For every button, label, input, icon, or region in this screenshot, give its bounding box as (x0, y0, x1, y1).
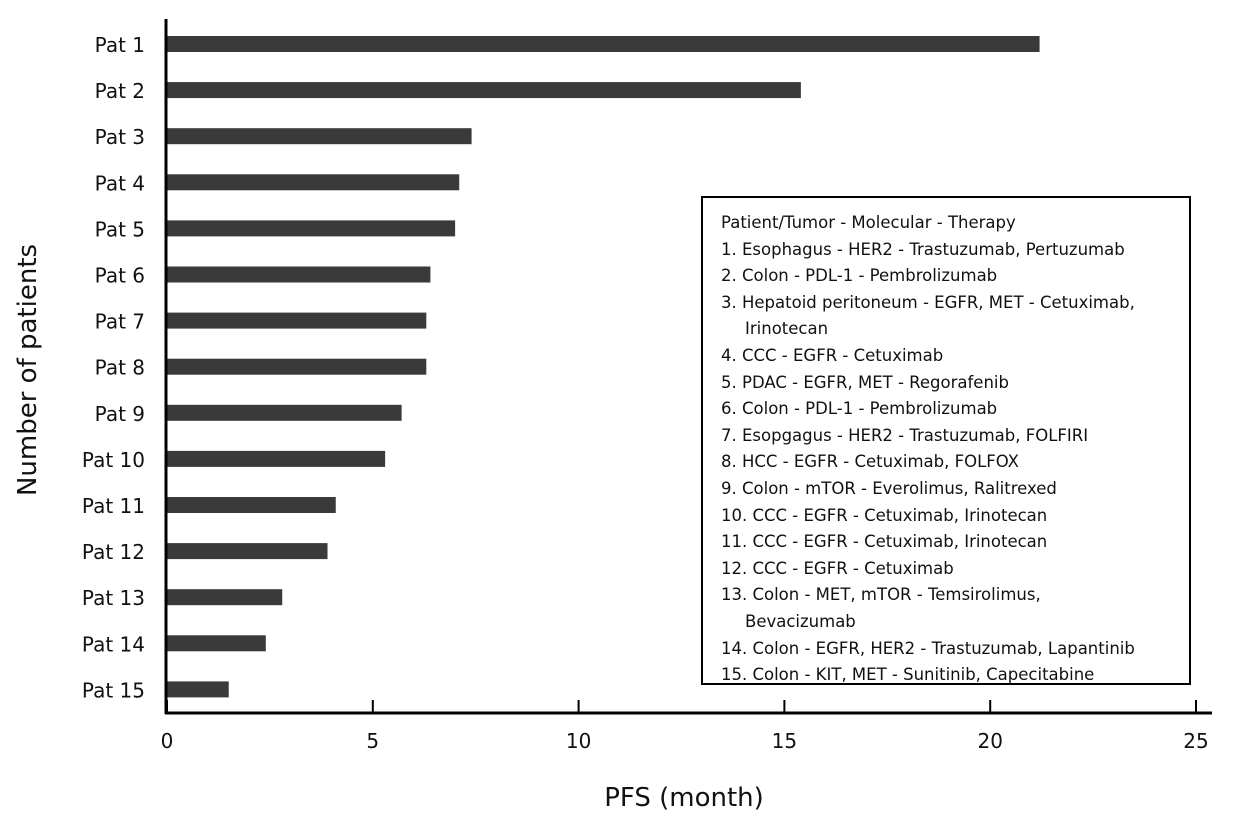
y-tick-label: Pat 1 (95, 33, 145, 57)
bar-pat-12 (167, 543, 328, 560)
legend-line: 2. Colon - PDL-1 - Pembrolizumab (721, 266, 998, 286)
x-tick-label: 25 (1183, 729, 1208, 753)
legend-line: Irinotecan (745, 319, 829, 339)
legend-line: 4. CCC - EGFR - Cetuximab (721, 345, 944, 365)
y-tick-labels: Pat 1 Pat 2 Pat 3 Pat 4 Pat 5 Pat 6 Pat 7 Pat 8… (82, 33, 145, 702)
y-tick-label: Pat 7 (95, 310, 145, 334)
bars-group (167, 36, 1040, 698)
bar-pat-11 (167, 497, 336, 513)
bar-pat-5 (167, 220, 456, 237)
bar-pat-7 (167, 312, 427, 329)
x-tick-label: 0 (161, 729, 174, 753)
x-tick-label: 10 (566, 729, 591, 753)
y-tick-label: Pat 11 (82, 494, 145, 518)
legend-line: 5. PDAC - EGFR, MET - Regorafenib (721, 372, 1009, 392)
y-tick-label: Pat 9 (95, 402, 145, 426)
legend-line: 1. Esophagus - HER2 - Trastuzumab, Pertu… (721, 239, 1125, 259)
bar-pat-3 (167, 128, 472, 145)
bar-pat-10 (167, 450, 386, 467)
y-tick-label: Pat 4 (95, 171, 145, 195)
x-tick-label: 15 (772, 729, 797, 753)
legend-line: 10. CCC - EGFR - Cetuximab, Irinotecan (721, 505, 1048, 525)
y-tick-label: Pat 5 (95, 217, 145, 241)
x-axis-title: PFS (month) (604, 783, 764, 813)
bar-pat-14 (167, 635, 266, 652)
legend-line: 11. CCC - EGFR - Cetuximab, Irinotecan (721, 532, 1048, 552)
bar-pat-2 (167, 82, 801, 99)
legend-line: 8. HCC - EGFR - Cetuximab, FOLFOX (721, 452, 1019, 472)
bar-pat-4 (167, 174, 460, 191)
legend-box: Patient/Tumor - Molecular - Therapy 1. Es… (701, 196, 1191, 685)
y-tick-label: Pat 12 (82, 540, 145, 564)
bar-pat-9 (167, 404, 402, 421)
bar-pat-6 (167, 266, 431, 283)
y-tick-label: Pat 6 (95, 264, 145, 288)
legend-line: 13. Colon - MET, mTOR - Temsirolimus, (721, 585, 1041, 605)
legend-line: Patient/Tumor - Molecular - Therapy (721, 213, 1016, 232)
x-tick-label: 20 (977, 729, 1002, 753)
y-tick-label: Pat 10 (82, 448, 145, 472)
y-tick-label: Pat 8 (95, 356, 145, 380)
legend-line: 14. Colon - EGFR, HER2 - Trastuzumab, La… (721, 638, 1135, 658)
bar-pat-13 (167, 589, 283, 606)
bar-pat-1 (167, 36, 1040, 52)
legend-line: 9. Colon - mTOR - Everolimus, Ralitrexed (721, 478, 1057, 498)
y-tick-label: Pat 13 (82, 586, 145, 610)
y-tick-label: Pat 2 (95, 79, 145, 103)
y-tick-label: Pat 15 (82, 678, 145, 702)
legend-line: 15. Colon - KIT, MET - Sunitinib, Capeci… (721, 665, 1095, 685)
x-tick-label: 5 (366, 729, 379, 753)
y-tick-label: Pat 3 (95, 125, 145, 149)
y-axis-title: Number of patients (13, 244, 43, 496)
bar-pat-8 (167, 358, 427, 375)
legend-line: 12. CCC - EGFR - Cetuximab (721, 558, 954, 578)
x-ticks-group: 0 5 10 15 20 25 (161, 700, 1209, 753)
legend-line: 7. Esopgagus - HER2 - Trastuzumab, FOLFI… (721, 425, 1089, 445)
legend-line: 3. Hepatoid peritoneum - EGFR, MET - Cet… (721, 292, 1135, 312)
bar-pat-15 (167, 681, 229, 698)
y-tick-label: Pat 14 (82, 632, 145, 656)
legend-line: 6. Colon - PDL-1 - Pembrolizumab (721, 399, 998, 419)
legend-line: Bevacizumab (745, 611, 856, 631)
